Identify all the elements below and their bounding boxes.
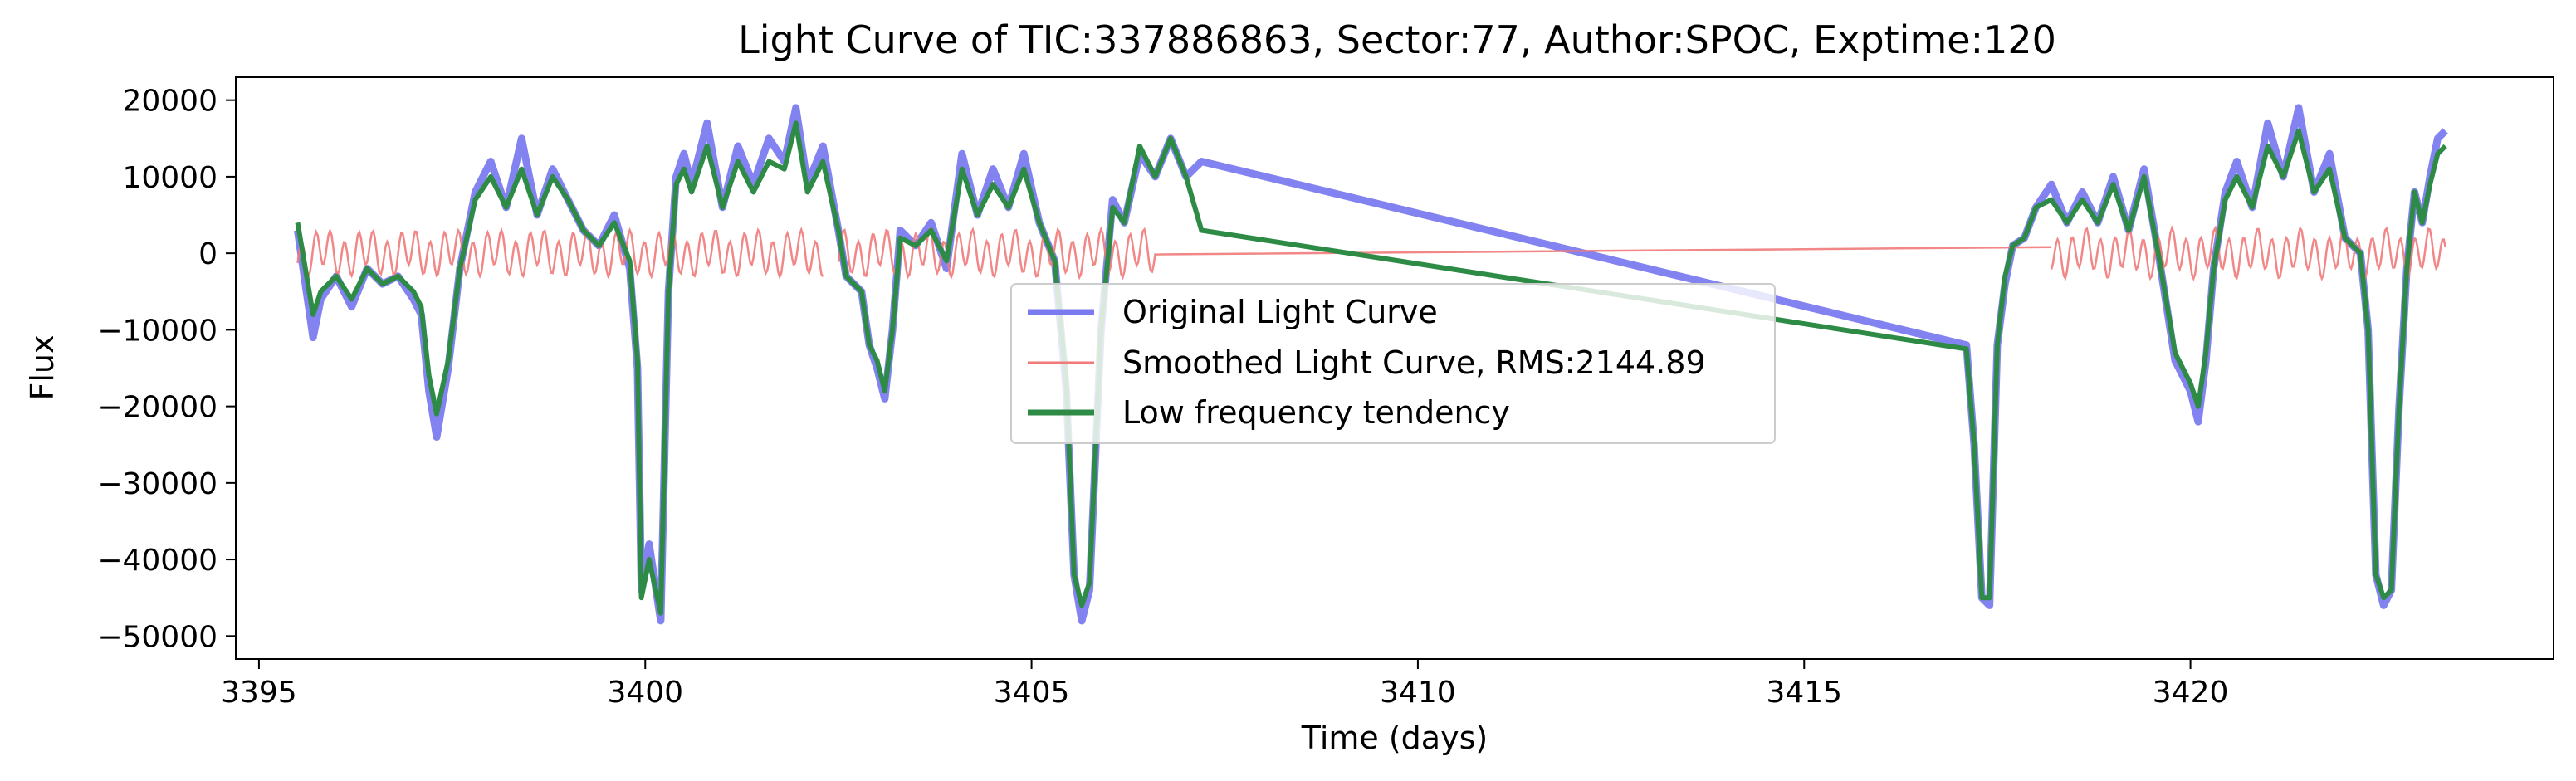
legend-label-smoothed: Smoothed Light Curve, RMS:2144.89 bbox=[1122, 344, 1706, 381]
series-original-light-curve bbox=[294, 104, 2448, 625]
x-tick-label: 3410 bbox=[1380, 676, 1456, 710]
y-tick-label: −30000 bbox=[97, 467, 218, 501]
y-tick-label: −50000 bbox=[97, 620, 218, 654]
x-axis-label: Time (days) bbox=[1301, 720, 1488, 756]
x-tick-label: 3395 bbox=[221, 676, 297, 710]
x-tick-label: 3420 bbox=[2153, 676, 2229, 710]
legend-label-original: Original Light Curve bbox=[1122, 294, 1438, 330]
legend-label-low-frequency: Low frequency tendency bbox=[1122, 394, 1510, 431]
y-axis-ticks: 20000 10000 0 −10000 −20000 −30000 −40000 −5000… bbox=[97, 85, 236, 654]
series-smoothed-light-curve bbox=[296, 225, 2446, 282]
legend: Original Light Curve Smoothed Light Curv… bbox=[1010, 283, 1776, 444]
series-layer bbox=[294, 104, 2448, 625]
plot-area bbox=[235, 76, 2554, 660]
y-tick-label: 0 bbox=[198, 237, 218, 271]
x-axis-ticks: 3395 3400 3405 3410 3415 3420 bbox=[221, 659, 2228, 710]
y-tick-label: −20000 bbox=[97, 391, 218, 425]
y-tick-label: 10000 bbox=[122, 161, 218, 195]
chart-title: Light Curve of TIC:337886863, Sector:77,… bbox=[738, 17, 2056, 62]
y-axis-label: Flux bbox=[24, 335, 61, 401]
plot-frame bbox=[235, 76, 2554, 660]
series-low-frequency-tendency bbox=[295, 120, 2447, 616]
y-tick-label: −10000 bbox=[97, 314, 218, 348]
y-tick-label: −40000 bbox=[97, 544, 218, 578]
legend-box bbox=[1010, 283, 1776, 444]
x-tick-label: 3400 bbox=[607, 676, 683, 710]
y-tick-label: 20000 bbox=[122, 85, 218, 119]
x-tick-label: 3405 bbox=[994, 676, 1070, 710]
x-tick-label: 3415 bbox=[1766, 676, 1842, 710]
